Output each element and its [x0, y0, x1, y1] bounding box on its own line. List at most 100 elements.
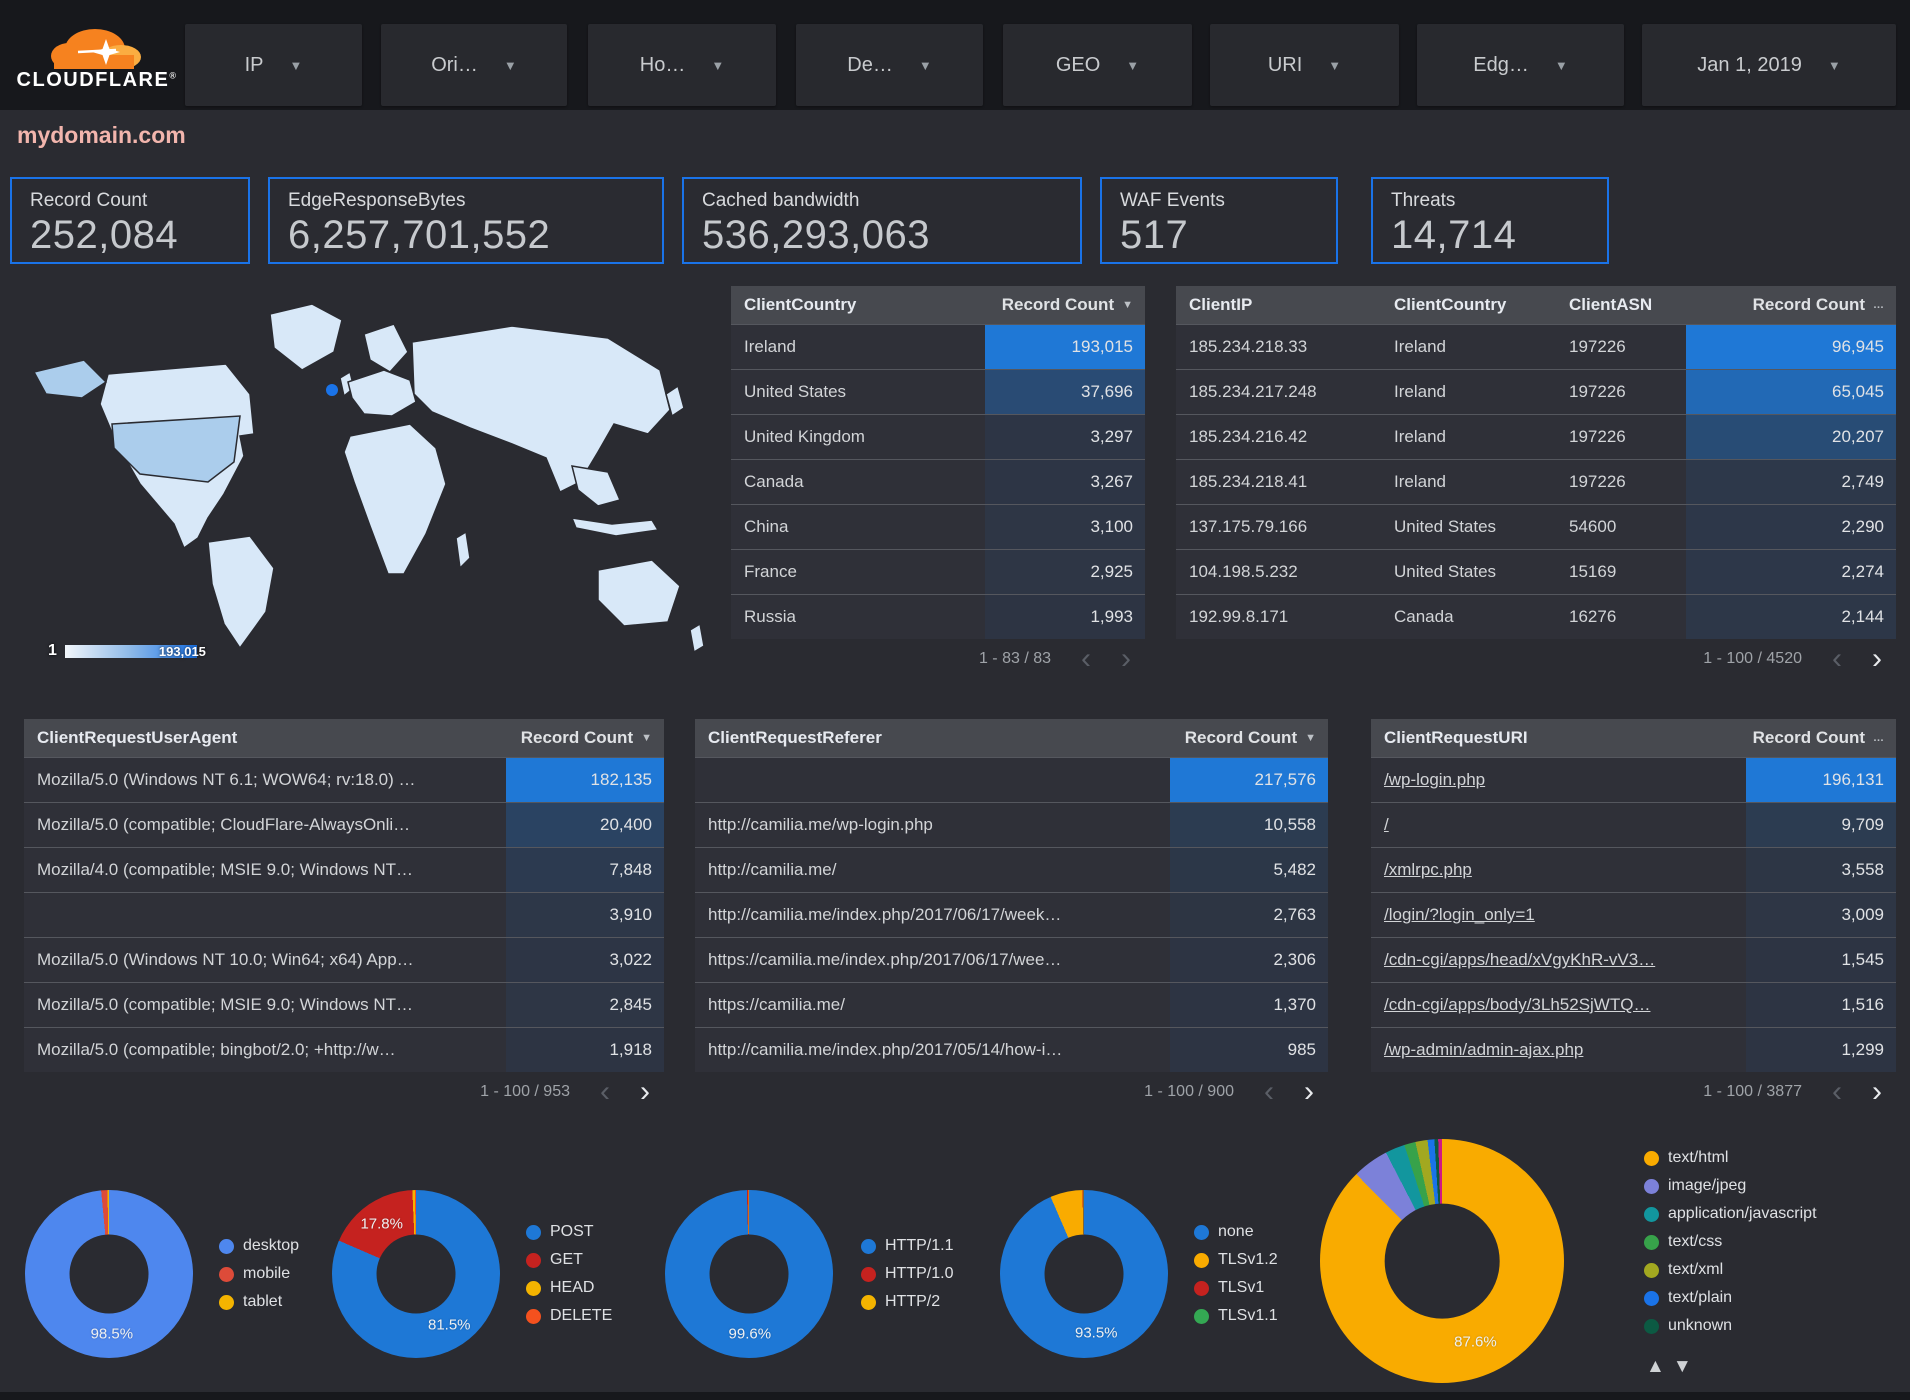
- cell-uri[interactable]: /cdn-cgi/apps/head/xVgyKhR-vV3…: [1371, 938, 1746, 982]
- column-header-clientrequestreferer[interactable]: ClientRequestReferer: [708, 728, 882, 747]
- column-header-record-count[interactable]: Record Count ▼: [1001, 295, 1133, 314]
- legend-item[interactable]: HTTP/1.1: [861, 1237, 953, 1255]
- legend-item[interactable]: TLSv1.1: [1194, 1307, 1278, 1325]
- cell-asn: 197226: [1569, 382, 1626, 401]
- pagination-prev-icon[interactable]: ‹: [600, 1075, 610, 1108]
- table-row: http://camilia.me/5,482: [695, 847, 1328, 892]
- legend-item[interactable]: text/css: [1644, 1233, 1817, 1251]
- uri-link[interactable]: /login/?login_only=1: [1384, 905, 1535, 924]
- legend-item[interactable]: image/jpeg: [1644, 1177, 1817, 1195]
- sort-indicator-icon[interactable]: ▼: [641, 732, 652, 744]
- column-header-record-count[interactable]: Record Count ▼: [520, 728, 652, 747]
- uri-link[interactable]: /xmlrpc.php: [1384, 860, 1472, 879]
- legend-label: GET: [550, 1251, 583, 1268]
- legend-item[interactable]: application/javascript: [1644, 1205, 1817, 1223]
- legend-item[interactable]: none: [1194, 1223, 1278, 1241]
- legend-color-dot-icon: [1644, 1150, 1659, 1166]
- legend-item[interactable]: tablet: [219, 1293, 299, 1311]
- table-row: http://camilia.me/wp-login.php 10,558: [695, 802, 1328, 847]
- cell-asn: 197226: [1569, 472, 1626, 491]
- uri-link[interactable]: /cdn-cgi/apps/head/xVgyKhR-vV3…: [1384, 950, 1656, 969]
- legend-item[interactable]: desktop: [219, 1237, 299, 1255]
- sort-indicator-icon[interactable]: …: [1873, 732, 1884, 744]
- table-row: 217,576: [695, 757, 1328, 802]
- legend-color-dot-icon: [526, 1224, 541, 1240]
- filter-date-range[interactable]: Jan 1, 2019 ▼: [1642, 24, 1896, 106]
- table-row: https://camilia.me/1,370: [695, 982, 1328, 1027]
- column-header-clientrequestuseragent[interactable]: ClientRequestUserAgent: [37, 728, 238, 747]
- filter-origin[interactable]: Ori… ▼: [381, 24, 567, 106]
- uri-link[interactable]: /: [1384, 815, 1389, 834]
- pagination-prev-icon[interactable]: ‹: [1832, 642, 1842, 675]
- uri-link[interactable]: /cdn-cgi/apps/body/3Lh52SjWTQ…: [1384, 995, 1651, 1014]
- legend-item[interactable]: unknown: [1644, 1317, 1817, 1335]
- filter-host[interactable]: Ho… ▼: [588, 24, 776, 106]
- cell-count: 96,945: [1686, 325, 1896, 369]
- cell-count: 3,297: [985, 415, 1145, 459]
- chevron-down-icon: ▼: [289, 57, 303, 73]
- map-scale-gradient: [64, 644, 197, 658]
- filter-geo[interactable]: GEO ▼: [1003, 24, 1192, 106]
- legend-item[interactable]: POST: [526, 1223, 612, 1241]
- legend-scroll-down-icon[interactable]: ▼: [1672, 1356, 1692, 1377]
- cell-uri[interactable]: /cdn-cgi/apps/body/3Lh52SjWTQ…: [1371, 983, 1746, 1027]
- legend-item[interactable]: HTTP/2: [861, 1293, 953, 1311]
- column-header-clientasn[interactable]: ClientASN: [1569, 295, 1653, 314]
- filter-edge[interactable]: Edg… ▼: [1417, 24, 1624, 106]
- scorecard-label: Cached bandwidth: [702, 190, 860, 211]
- sort-indicator-icon[interactable]: ▼: [1305, 732, 1316, 744]
- column-header-clientcountry[interactable]: ClientCountry: [744, 295, 857, 314]
- scorecard-waf-events: WAF Events 517: [1100, 177, 1338, 264]
- legend-item[interactable]: mobile: [219, 1265, 299, 1283]
- pagination-next-icon[interactable]: ›: [1304, 1075, 1314, 1108]
- chevron-down-icon: ▼: [1328, 57, 1342, 73]
- table-row: 3,910: [24, 892, 664, 937]
- column-header-record-count[interactable]: Record Count…: [1752, 295, 1884, 314]
- map-color-scale: 1 193,015: [48, 642, 206, 660]
- legend-scroll-up-icon[interactable]: ▲: [1646, 1356, 1665, 1377]
- cell-asn: 54600: [1569, 517, 1617, 536]
- legend-item[interactable]: GET: [526, 1251, 612, 1269]
- pagination-next-icon[interactable]: ›: [1121, 642, 1131, 675]
- legend-color-dot-icon: [1644, 1318, 1659, 1334]
- legend-item[interactable]: HEAD: [526, 1279, 612, 1297]
- geo-world-map[interactable]: 1 193,015: [12, 286, 707, 676]
- table-row: 185.234.217.248 Ireland 197226 65,045: [1176, 369, 1896, 414]
- column-header-record-count[interactable]: Record Count ▼: [1184, 728, 1316, 747]
- filter-ip[interactable]: IP ▼: [185, 24, 362, 106]
- legend-label: POST: [550, 1223, 594, 1240]
- filter-uri[interactable]: URI ▼: [1210, 24, 1399, 106]
- column-header-clientrequesturi[interactable]: ClientRequestURI: [1384, 728, 1528, 747]
- cell-uri[interactable]: /login/?login_only=1: [1371, 893, 1746, 937]
- uri-link[interactable]: /wp-login.php: [1384, 770, 1486, 789]
- column-header-clientip[interactable]: ClientIP: [1189, 295, 1253, 314]
- legend-item[interactable]: text/xml: [1644, 1261, 1817, 1279]
- pagination-next-icon[interactable]: ›: [1872, 1075, 1882, 1108]
- legend-color-dot-icon: [1194, 1224, 1209, 1240]
- legend-item[interactable]: TLSv1.2: [1194, 1251, 1278, 1269]
- legend-item[interactable]: TLSv1: [1194, 1279, 1278, 1297]
- cell-uri[interactable]: /wp-login.php: [1371, 758, 1746, 802]
- legend-item[interactable]: DELETE: [526, 1307, 612, 1325]
- cell-uri[interactable]: /xmlrpc.php: [1371, 848, 1746, 892]
- column-header-clientcountry[interactable]: ClientCountry: [1394, 295, 1507, 314]
- column-header-record-count[interactable]: Record Count…: [1752, 728, 1884, 747]
- table-row: France 2,925: [731, 549, 1145, 594]
- pagination-prev-icon[interactable]: ‹: [1832, 1075, 1842, 1108]
- cell-uri[interactable]: /: [1371, 803, 1746, 847]
- pagination-prev-icon[interactable]: ‹: [1264, 1075, 1274, 1108]
- filter-device[interactable]: De… ▼: [796, 24, 983, 106]
- cell-uri[interactable]: /wp-admin/admin-ajax.php: [1371, 1028, 1746, 1072]
- uri-link[interactable]: /wp-admin/admin-ajax.php: [1384, 1040, 1584, 1059]
- legend-item[interactable]: text/plain: [1644, 1289, 1817, 1307]
- map-southeast-asia: [570, 465, 622, 507]
- legend-item[interactable]: text/html: [1644, 1149, 1817, 1167]
- pagination-next-icon[interactable]: ›: [640, 1075, 650, 1108]
- legend-color-dot-icon: [1644, 1178, 1659, 1194]
- legend-item[interactable]: HTTP/1.0: [861, 1265, 953, 1283]
- sort-indicator-icon[interactable]: ▼: [1122, 299, 1133, 311]
- pagination-next-icon[interactable]: ›: [1872, 642, 1882, 675]
- sort-indicator-icon[interactable]: …: [1873, 299, 1884, 311]
- pagination-prev-icon[interactable]: ‹: [1081, 642, 1091, 675]
